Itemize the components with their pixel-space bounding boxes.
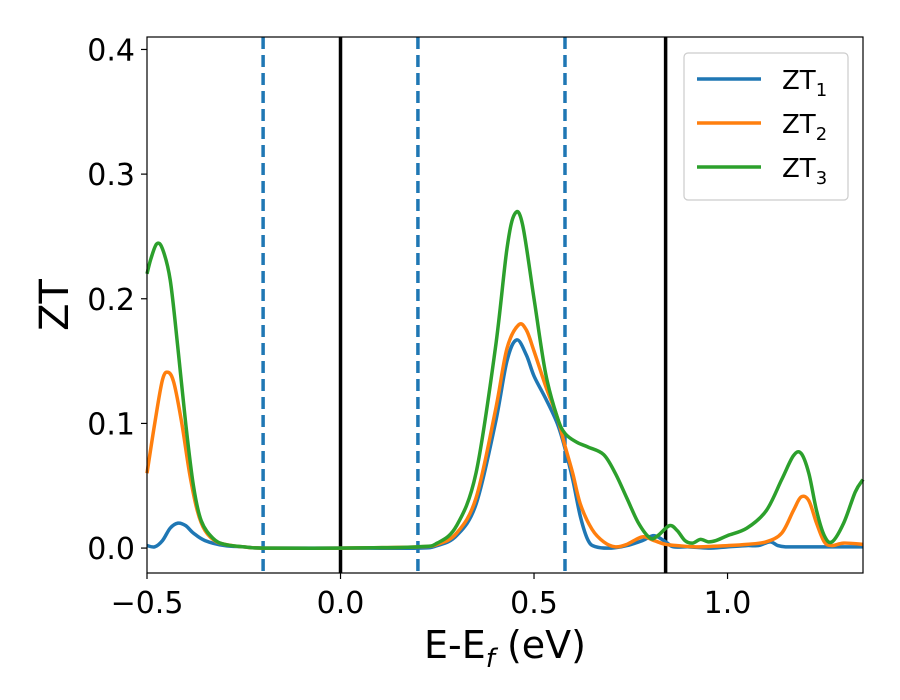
y-axis-ticks: 0.0 0.1 0.2 0.3 0.4 [87, 33, 147, 567]
x-axis-title: E-Ef (eV) [424, 623, 586, 674]
y-axis-title: ZT [32, 279, 78, 331]
legend-box [683, 52, 849, 201]
y-tick-label: 0.4 [87, 33, 135, 68]
series-lines [145, 209, 865, 551]
plot-frame [146, 36, 864, 574]
legend: ZT1 ZT2 ZT3 [683, 52, 849, 201]
legend-label-zt1: ZT1 [782, 66, 827, 101]
x-axis-title-main: E-E [424, 623, 486, 667]
series-line-zt3 [145, 209, 865, 550]
x-tick-label: −0.5 [111, 586, 184, 621]
x-tick-label: 0.0 [317, 586, 365, 621]
x-tick-label: 0.5 [510, 586, 558, 621]
y-tick-label: 0.2 [87, 283, 135, 318]
x-axis-title-unit: (eV) [495, 623, 586, 667]
x-axis-ticks: −0.5 0.0 0.5 1.0 [111, 573, 752, 621]
reference-lines [261, 37, 668, 573]
x-tick-label: 1.0 [704, 586, 752, 621]
legend-label-zt3: ZT3 [782, 154, 827, 189]
y-tick-label: 0.1 [87, 407, 135, 442]
y-tick-label: 0.3 [87, 158, 135, 193]
y-tick-label: 0.0 [87, 532, 135, 567]
legend-label-zt2: ZT2 [782, 110, 827, 145]
